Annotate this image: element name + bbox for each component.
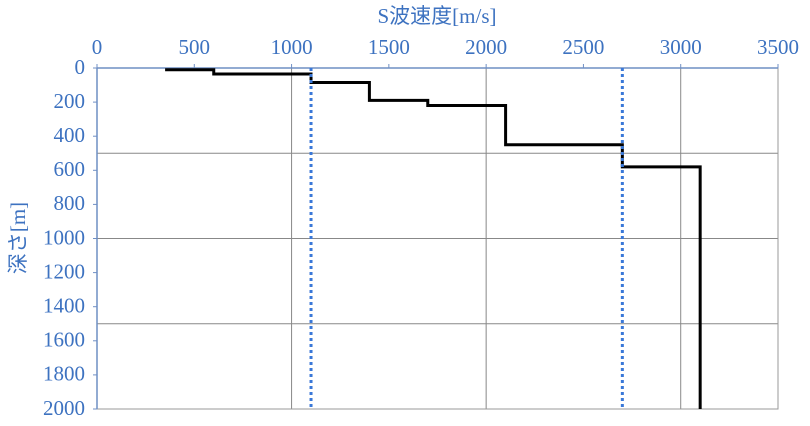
y-tick-label: 1200 — [43, 259, 85, 283]
y-tick-label: 1600 — [43, 328, 85, 352]
x-tick-label: 1000 — [271, 35, 313, 59]
y-tick-label: 600 — [54, 157, 86, 181]
x-tick-label: 2000 — [465, 35, 507, 59]
y-tick-label: 800 — [54, 191, 86, 215]
y-tick-label: 1800 — [43, 362, 85, 386]
y-tick-label: 2000 — [43, 396, 85, 420]
x-tick-label: 3000 — [660, 35, 702, 59]
x-tick-label: 2500 — [562, 35, 604, 59]
y-tick-label: 400 — [54, 123, 86, 147]
series-line — [165, 68, 702, 409]
y-tick-label: 200 — [54, 89, 86, 113]
x-tick-label: 3500 — [757, 35, 799, 59]
y-tick-label: 0 — [75, 55, 86, 79]
x-tick-label: 1500 — [368, 35, 410, 59]
x-axis-title: S波速度[m/s] — [377, 4, 496, 28]
x-tick-label: 500 — [179, 35, 211, 59]
y-tick-label: 1400 — [43, 294, 85, 318]
x-tick-label: 0 — [92, 35, 103, 59]
y-axis-title: 深さ[m] — [6, 202, 30, 274]
y-tick-label: 1000 — [43, 225, 85, 249]
